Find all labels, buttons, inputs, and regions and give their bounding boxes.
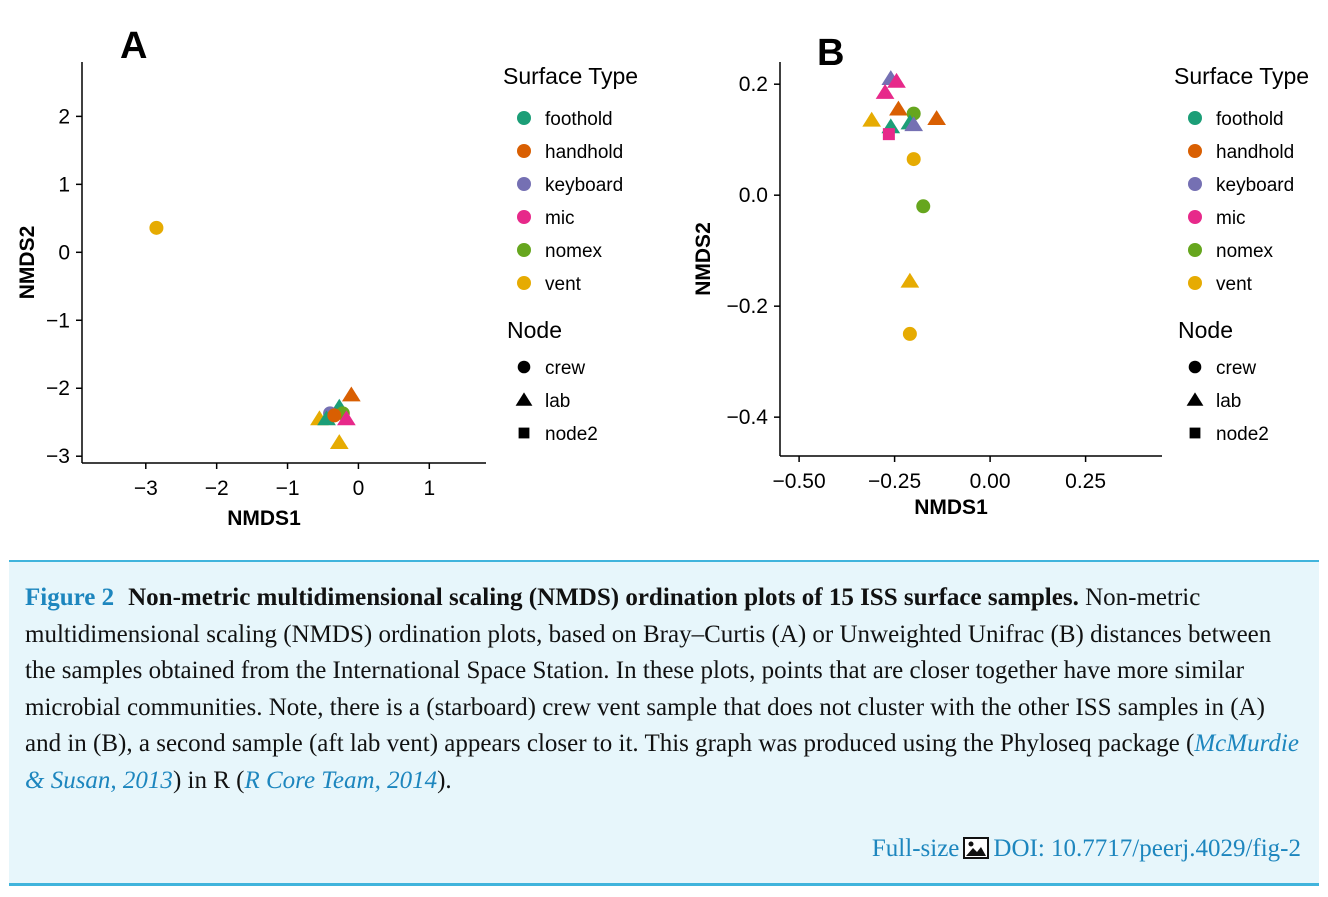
x-tick-label: −2 — [205, 477, 229, 500]
legend-label-lab: lab — [1216, 391, 1241, 412]
y-tick-label: −0.4 — [727, 406, 769, 429]
legend-swatch-vent — [1188, 276, 1202, 290]
data-point-handhold-lab — [341, 386, 361, 402]
x-axis-label: NMDS1 — [227, 507, 301, 530]
doi-link[interactable]: DOI: 10.7717/peerj.4029/fig-2 — [993, 834, 1301, 862]
legend-swatch-foothold — [1188, 111, 1202, 125]
data-point-vent-lab — [862, 111, 882, 127]
x-tick-label: −0.50 — [773, 470, 826, 493]
legend-shape-lab — [515, 392, 533, 406]
data-point-vent-lab — [900, 272, 920, 288]
citation-mcmurdie-link[interactable]: McMurdie & Susan, 2013 — [25, 730, 1299, 794]
legend-swatch-handhold — [1188, 144, 1202, 158]
legend-label-foothold: foothold — [545, 109, 613, 130]
data-point-vent-crew — [149, 220, 164, 235]
y-tick-label: 0.0 — [739, 184, 768, 207]
caption-text: Figure 2 Non-metric multidimensional scal… — [25, 580, 1303, 799]
x-tick-label: −0.25 — [868, 470, 921, 493]
legend-shape-lab — [1186, 392, 1204, 406]
full-size-link[interactable]: Full-size — [871, 834, 960, 862]
panel-label: B — [817, 32, 844, 74]
y-tick-label: −3 — [46, 445, 70, 468]
legend-surface-title: Surface Type — [1174, 63, 1309, 89]
x-tick-label: 0 — [353, 477, 365, 500]
y-axis-label: NMDS2 — [692, 222, 715, 296]
legend-label-nomex: nomex — [1216, 241, 1274, 262]
legend-swatch-vent — [517, 276, 531, 290]
caption-body-3: ). — [437, 766, 452, 794]
legend-label-crew: crew — [1216, 358, 1256, 379]
legend-label-keyboard: keyboard — [545, 175, 623, 196]
legend-shape-crew — [517, 360, 531, 374]
y-tick-label: −2 — [46, 377, 70, 400]
panel-b: B −0.50 −0.25 0.00 0.25 −0.4 −0.2 0.0 0.2 NMDS1 NM… — [692, 32, 1162, 519]
legend-label-mic: mic — [545, 208, 575, 229]
figure-caption: Figure 2 Non-metric multidimensional scal… — [9, 560, 1319, 886]
legend-swatch-foothold — [517, 111, 531, 125]
legend-swatch-nomex — [1188, 243, 1202, 257]
data-point-handhold-crew — [327, 408, 342, 423]
legend-label-nomex: nomex — [545, 241, 603, 262]
legend-label-crew: crew — [545, 358, 585, 379]
y-tick-label: −0.2 — [727, 295, 768, 318]
data-point-mic-node2 — [882, 128, 895, 141]
figure-panels: A −3 −2 −1 0 1 −3 −2 −1 0 1 2 NMDS1 NMDS2 B −0.50 −0.25… — [16, 25, 1309, 530]
caption-body-2: ) in R ( — [172, 766, 245, 794]
legend-label-vent: vent — [545, 274, 582, 295]
image-icon[interactable] — [963, 836, 990, 859]
y-tick-label: 1 — [58, 173, 70, 196]
data-point-handhold-lab — [927, 110, 946, 125]
data-point-mic-lab — [875, 84, 895, 99]
x-tick-label: 0.25 — [1065, 470, 1106, 493]
x-tick-label: −3 — [134, 477, 158, 500]
y-tick-label: −1 — [46, 309, 70, 332]
legend-label-node2: node2 — [1216, 424, 1269, 445]
legend-swatch-mic — [517, 210, 531, 224]
legend-node-title: Node — [507, 317, 562, 343]
legend-label-handhold: handhold — [545, 142, 623, 163]
figure-label: Figure 2 — [25, 584, 115, 611]
data-point-handhold-lab — [889, 100, 908, 116]
x-tick-label: 0.00 — [970, 470, 1011, 493]
data-point-vent-lab — [329, 434, 349, 449]
data-point-vent-crew — [902, 326, 917, 341]
data-point-nomex-crew — [916, 199, 931, 214]
figure-title: Non-metric multidimensional scaling (NMD… — [128, 584, 1079, 611]
legend-shape-node2 — [1189, 427, 1201, 439]
legend-swatch-keyboard — [1188, 177, 1202, 191]
data-point-mic-lab — [887, 72, 906, 88]
legend-label-lab: lab — [545, 391, 570, 412]
legend-swatch-keyboard — [517, 177, 531, 191]
legend-swatch-mic — [1188, 210, 1202, 224]
y-tick-label: 0 — [58, 241, 70, 264]
legend-label-keyboard: keyboard — [1216, 175, 1294, 196]
legend-surface-title: Surface Type — [503, 63, 638, 89]
panel-a: A −3 −2 −1 0 1 −3 −2 −1 0 1 2 NMDS1 NMDS2 — [16, 25, 486, 530]
legend-label-vent: vent — [1216, 274, 1253, 295]
legend-b: Surface Type foothold handhold keyboard mic n… — [1174, 63, 1309, 445]
legend-label-foothold: foothold — [1216, 109, 1284, 130]
legend-shape-node2 — [518, 427, 530, 439]
data-point-mic-lab — [337, 410, 356, 426]
legend-shape-crew — [1188, 360, 1202, 374]
caption-footer: Full-size DOI: 10.7717/peerj.4029/fig-2 — [872, 831, 1301, 868]
legend-swatch-handhold — [517, 144, 531, 158]
legend-node-title: Node — [1178, 317, 1233, 343]
panel-label: A — [120, 25, 147, 67]
caption-body-1: Non-metric multidimensional scaling (NMD… — [25, 584, 1272, 757]
x-tick-label: −1 — [276, 477, 300, 500]
legend-swatch-nomex — [517, 243, 531, 257]
x-axis-label: NMDS1 — [914, 496, 988, 519]
legend-a: Surface Type foothold handhold keyboard mic n… — [503, 63, 638, 445]
y-tick-label: 2 — [58, 105, 70, 128]
x-tick-label: 1 — [423, 477, 435, 500]
legend-label-handhold: handhold — [1216, 142, 1294, 163]
citation-r-core-link[interactable]: R Core Team, 2014 — [244, 766, 438, 794]
y-tick-label: 0.2 — [739, 73, 768, 96]
y-axis-label: NMDS2 — [16, 226, 39, 300]
data-point-keyboard-lab — [904, 116, 924, 132]
data-point-vent-crew — [906, 152, 921, 167]
legend-label-node2: node2 — [545, 424, 598, 445]
legend-label-mic: mic — [1216, 208, 1246, 229]
